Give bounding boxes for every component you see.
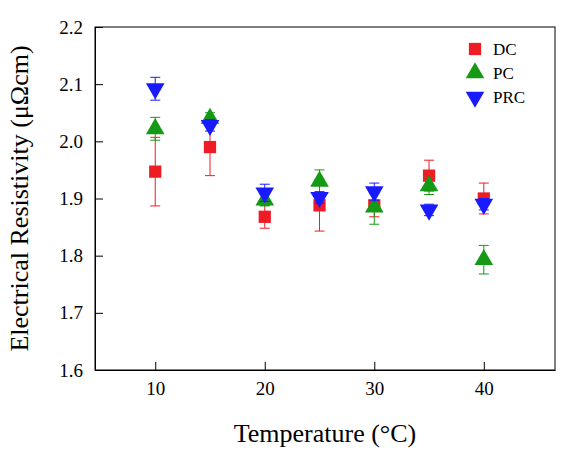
x-axis: 10 20 30 40 [96,362,556,399]
y-tick: 1.6 [59,360,103,381]
error-bar-cap [315,169,325,170]
legend: DC PC PRC [466,40,525,108]
legend-marker [466,62,485,78]
legend-item: DC [469,40,517,59]
legend-marker [469,43,481,55]
y-tick-label: 2.2 [59,17,83,38]
point [310,171,329,187]
error-bar-cap [205,175,215,176]
legend-label: PRC [493,88,525,107]
point [420,205,439,221]
point [201,120,220,136]
point [310,192,329,208]
legend-label: DC [493,40,517,59]
y-tick-mark [95,141,103,142]
y-tick: 2.2 [59,17,103,38]
error-bar-cap [150,77,160,78]
legend-marker [466,92,485,108]
plot: 10 20 30 40 1.6 1.7 1.8 1.9 2.0 2.1 2.2 DC PC PRC [59,17,555,400]
x-tick-label: 30 [365,378,384,399]
plot-frame [95,27,555,370]
x-tick-mark [374,362,375,370]
point [420,175,439,191]
error-bar-cap [369,224,379,225]
y-tick: 1.7 [59,302,103,323]
error-bar-cap [424,160,434,161]
error-bar-cap [479,183,489,184]
legend-item: PC [466,62,514,83]
y-tick-mark [95,84,103,85]
y-tick-label: 1.6 [59,360,83,381]
point [146,118,165,134]
error-bar-cap [315,231,325,232]
y-tick: 1.9 [59,188,103,209]
series-2 [146,77,493,220]
x-tick-label: 40 [475,378,494,399]
error-bar-cap [260,228,270,229]
point [475,199,494,215]
x-tick-mark [265,362,266,370]
x-tick: 40 [475,362,494,399]
point [255,187,274,203]
y-tick-label: 1.7 [59,302,83,323]
x-tick-label: 10 [146,378,165,399]
y-tick-label: 2.0 [59,131,83,152]
x-tick: 30 [365,362,384,399]
error-bar-cap [260,184,270,185]
legend-item: PRC [466,88,525,108]
y-tick: 2.1 [59,74,103,95]
y-tick: 1.8 [59,245,103,266]
y-tick-mark [95,199,103,200]
point [204,141,216,153]
y-tick-label: 1.9 [59,188,83,209]
point [149,166,161,178]
y-axis-title: Electrical Resistivity (μΩcm) [5,45,34,351]
point [146,83,165,99]
y-tick-mark [95,256,103,257]
error-bar-cap [150,117,160,118]
y-tick-label: 2.1 [59,74,83,95]
point [259,211,271,223]
x-tick-mark [484,362,485,370]
y-tick-mark [95,27,103,28]
x-tick: 10 [146,362,165,399]
x-tick: 20 [256,362,275,399]
series-1 [146,108,493,274]
y-tick-mark [95,370,103,371]
error-bar-cap [150,205,160,206]
error-bar-cap [424,194,434,195]
error-bar-cap [150,100,160,101]
x-tick-label: 20 [256,378,275,399]
point [365,186,384,202]
y-axis: 1.6 1.7 1.8 1.9 2.0 2.1 2.2 [59,17,103,381]
x-axis-line [96,370,556,371]
x-tick-mark [155,362,156,370]
error-bar-cap [369,183,379,184]
chart: 10 20 30 40 1.6 1.7 1.8 1.9 2.0 2.1 2.2 DC PC PRC Temp… [0,0,576,460]
x-axis-title: Temperature (°C) [234,419,417,448]
error-bar-cap [479,273,489,274]
y-tick-label: 1.8 [59,245,83,266]
y-tick: 2.0 [59,131,103,152]
error-bar-cap [150,140,160,141]
legend-label: PC [493,64,514,83]
series-0 [149,118,490,231]
error-bar-cap [479,245,489,246]
point [475,249,494,265]
marks [146,77,493,274]
y-tick-mark [95,313,103,314]
